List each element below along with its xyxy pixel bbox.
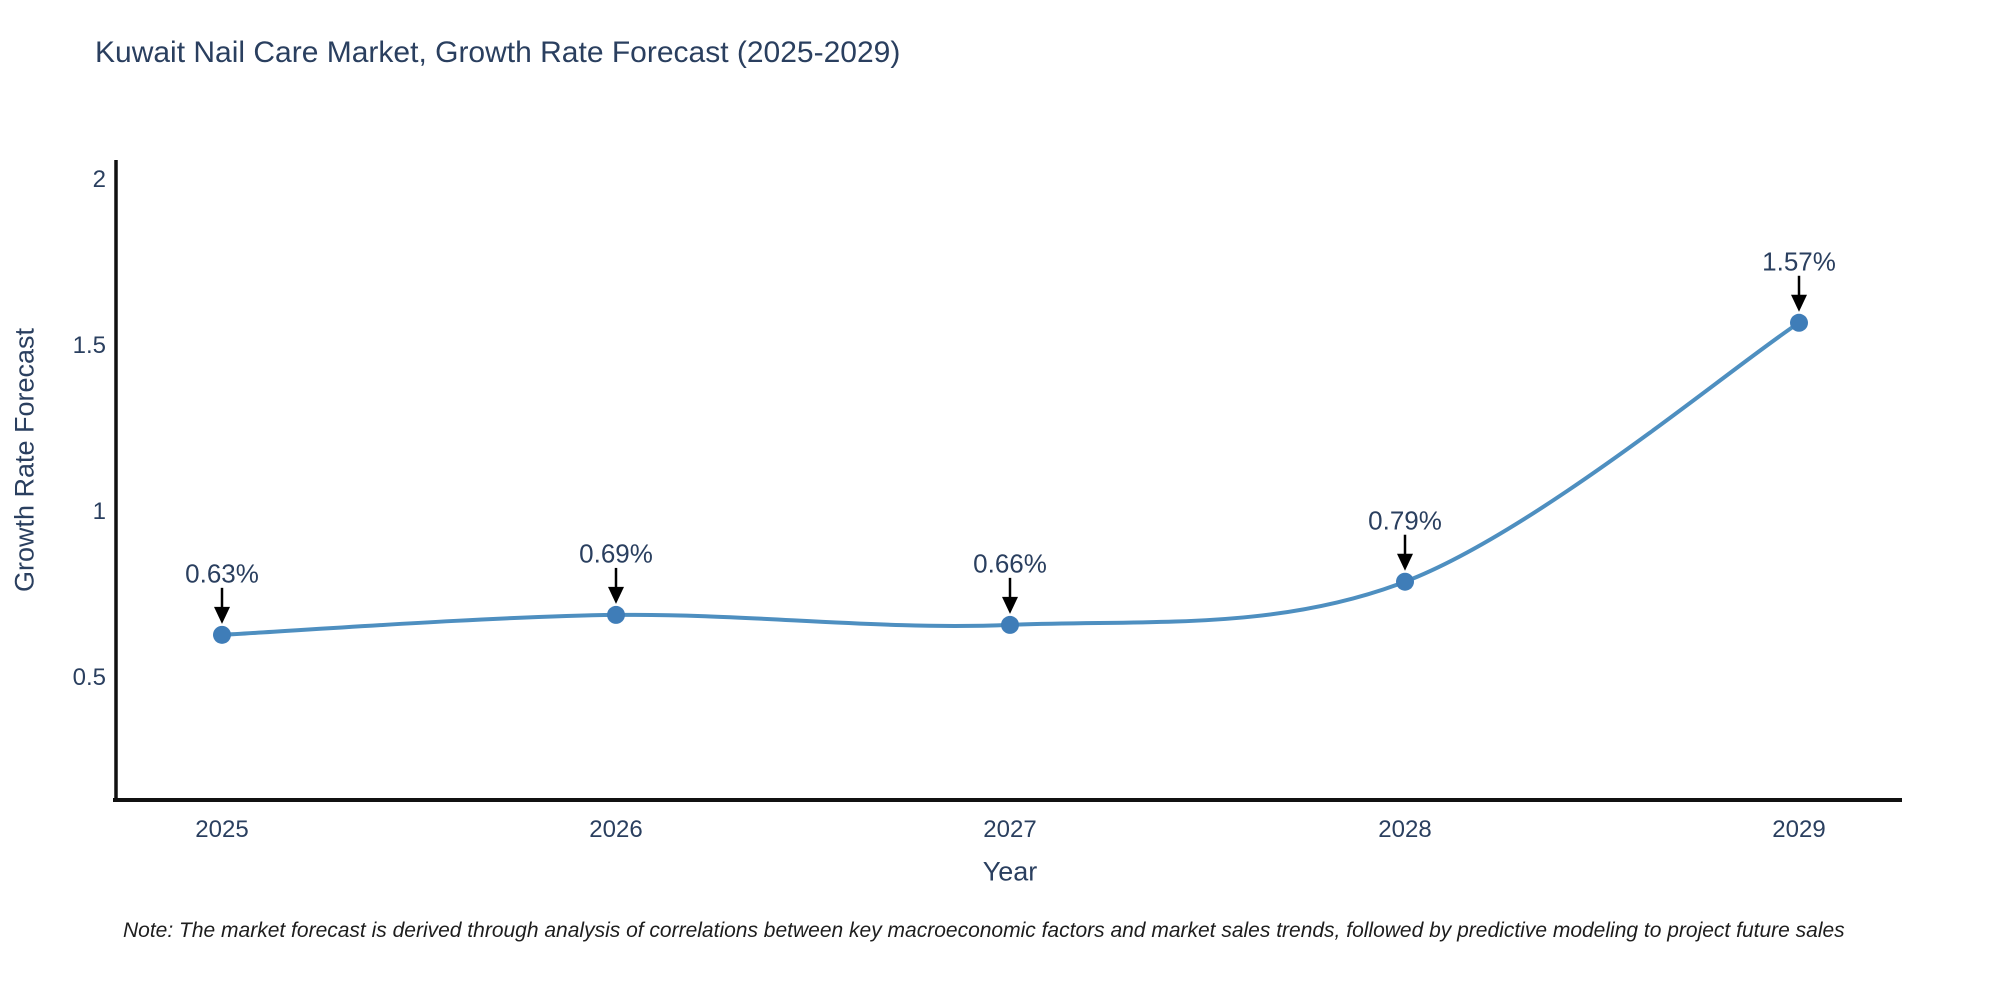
data-point-label: 1.57% (1762, 246, 1836, 277)
annotation-arrowhead-icon (1002, 596, 1018, 614)
x-tick-label: 2028 (1378, 816, 1432, 843)
y-tick-label: 0.5 (72, 664, 106, 691)
x-tick-label: 2026 (589, 816, 643, 843)
x-tick-label: 2025 (195, 816, 249, 843)
y-tick-label: 1 (92, 498, 106, 525)
data-point-marker (213, 625, 231, 644)
chart-title: Kuwait Nail Care Market, Growth Rate For… (95, 36, 901, 69)
data-point-label: 0.66% (973, 548, 1047, 579)
series-line (221, 321, 1801, 637)
annotation-arrowhead-icon (1791, 294, 1807, 312)
x-tick-label: 2029 (1772, 816, 1826, 843)
x-tick-label: 2027 (983, 816, 1037, 843)
annotation-arrowhead-icon (1397, 553, 1413, 571)
data-point-label: 0.79% (1368, 505, 1442, 536)
footnote: Note: The market forecast is derived thr… (123, 919, 1845, 942)
y-tick-label: 2 (92, 166, 106, 193)
y-tick-label: 1.5 (72, 332, 106, 359)
data-point-marker (1790, 313, 1808, 332)
annotation-arrowhead-icon (214, 606, 230, 624)
data-point-label: 0.69% (579, 538, 653, 569)
x-axis-title: Year (982, 856, 1038, 887)
data-point-label: 0.63% (185, 558, 259, 589)
y-axis-title: Growth Rate Forecast (9, 327, 40, 593)
annotation-arrowhead-icon (608, 586, 624, 604)
data-point-marker (1396, 572, 1414, 591)
data-point-marker (1001, 615, 1019, 634)
data-point-marker (607, 605, 625, 624)
